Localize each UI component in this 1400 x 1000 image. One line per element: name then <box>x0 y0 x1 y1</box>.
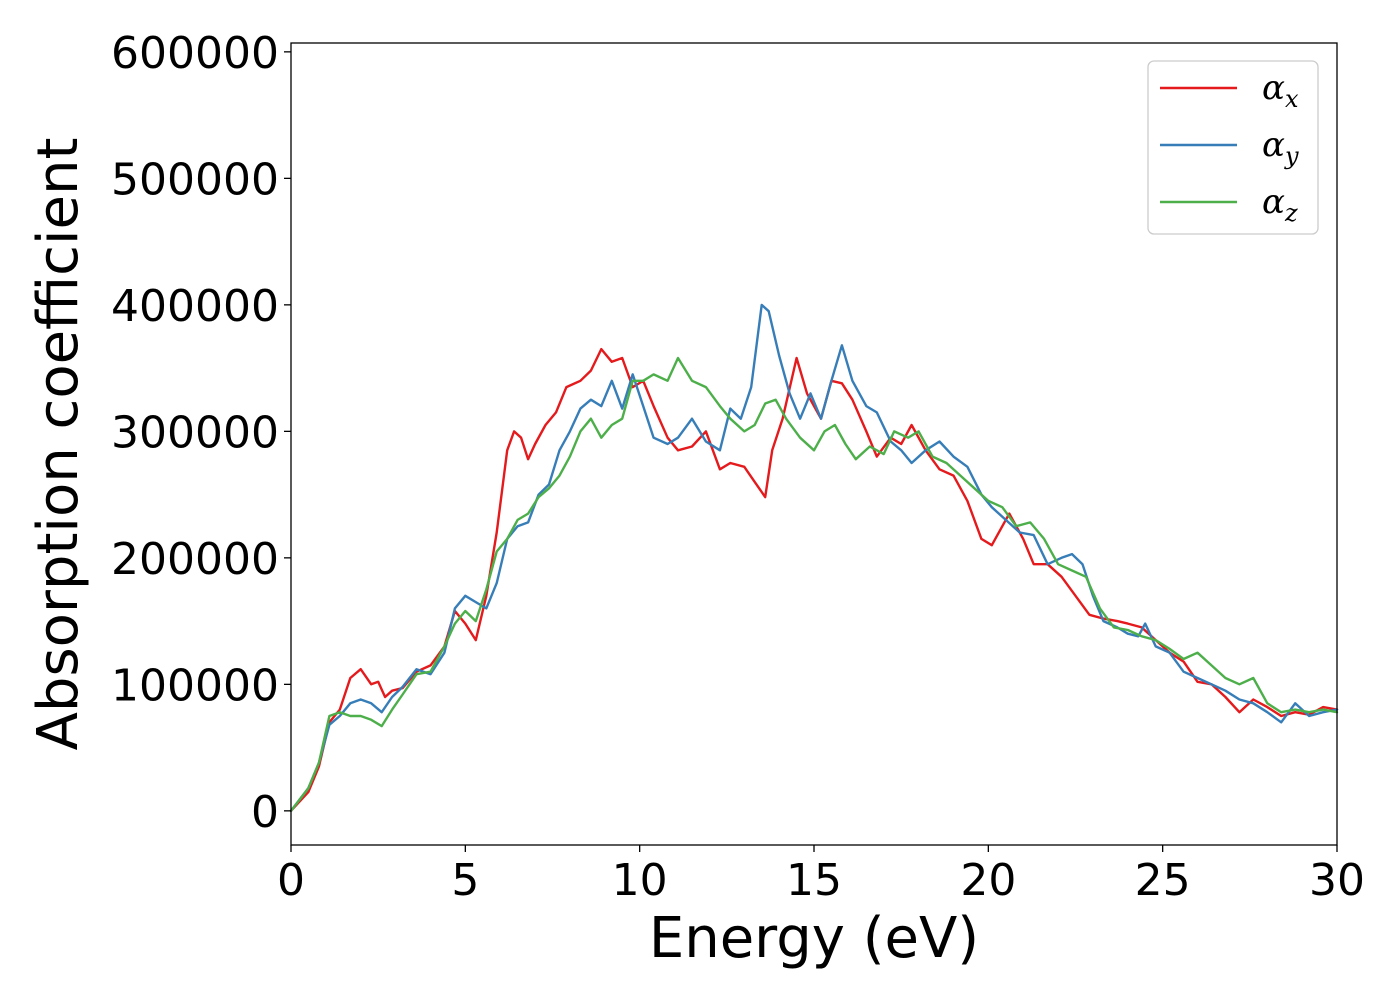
series-line-z <box>289 356 1339 812</box>
y-tick-label: 400000 <box>111 281 279 332</box>
x-axis-title: Energy (eV) <box>649 906 979 971</box>
y-axis-title: Absorption coefficient <box>26 138 91 751</box>
x-tick-label: 15 <box>786 855 842 906</box>
legend-box <box>1147 60 1319 235</box>
legend-label-x: αx <box>1262 68 1299 113</box>
x-tick-label: 30 <box>1309 855 1365 906</box>
y-tick-label: 500000 <box>111 154 279 205</box>
legend: αx αy αz <box>1147 60 1319 235</box>
x-tick-label: 10 <box>612 855 668 906</box>
y-tick-label: 100000 <box>111 660 279 711</box>
y-tick-label: 200000 <box>111 534 279 585</box>
y-tick-label: 0 <box>251 787 279 838</box>
y-tick-label: 600000 <box>111 28 279 79</box>
legend-label-y: αy <box>1262 125 1299 170</box>
legend-label-z: αz <box>1262 182 1298 227</box>
y-axis: 0 100000 200000 300000 400000 500000 600000 <box>111 28 291 838</box>
x-tick-label: 5 <box>451 855 479 906</box>
series-layer <box>289 303 1339 812</box>
x-tick-label: 25 <box>1135 855 1191 906</box>
x-tick-label: 20 <box>960 855 1016 906</box>
x-axis: 0 5 10 15 20 25 30 <box>277 845 1365 906</box>
x-tick-label: 0 <box>277 855 305 906</box>
y-tick-label: 300000 <box>111 407 279 458</box>
